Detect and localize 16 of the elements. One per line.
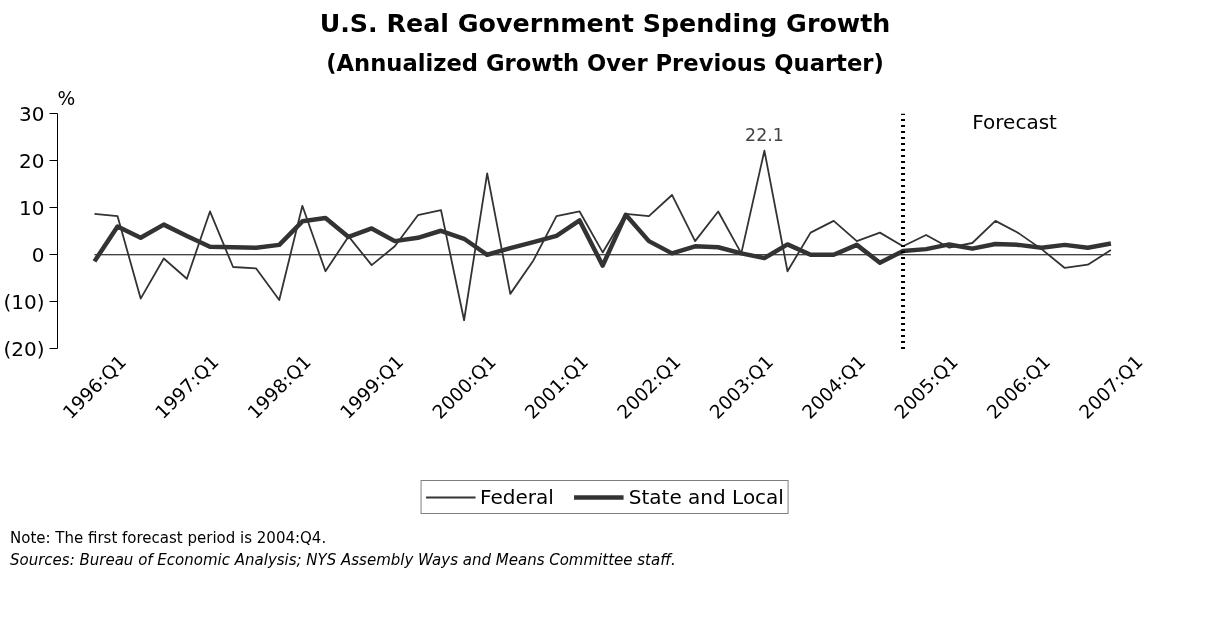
- text: Note: The first forecast period is 2004:Q4.: [10, 528, 328, 549]
- legend-label: Federal: [480, 485, 554, 509]
- legend-label: State and Local: [628, 485, 784, 509]
- annotation: Forecast: [972, 109, 1058, 134]
- chart-subtitle: (Annualized Growth Over Previous Quarter): [326, 49, 884, 76]
- annotation: 22.1: [745, 124, 784, 145]
- chart-title: U.S. Real Government Spending Growth: [319, 7, 891, 38]
- y-tick-label: 10: [19, 195, 45, 220]
- y-tick-label: (20): [3, 336, 45, 361]
- y-tick-label: 20: [19, 148, 45, 173]
- y-tick-label: 30: [19, 101, 45, 126]
- y-tick-label: (10): [3, 289, 45, 314]
- y-axis-title: %: [57, 87, 76, 109]
- line-series: [93, 149, 1112, 322]
- y-tick-label: 0: [31, 242, 45, 267]
- source-note: Sources: Bureau of Economic Analysis; NYS Assembly Ways and Means Committee staff.: [10, 549, 676, 571]
